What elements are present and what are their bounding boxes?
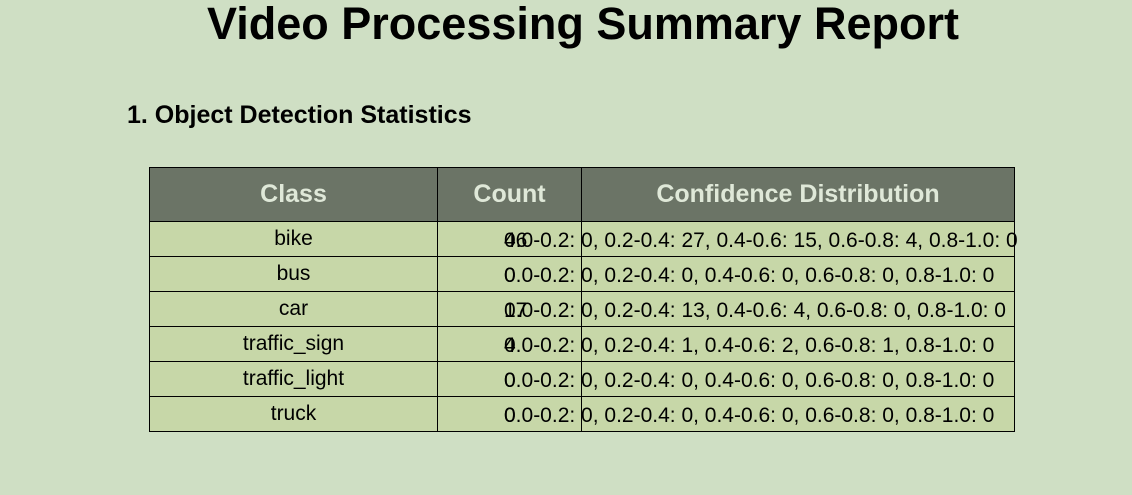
confidence-value: 0.0-0.2: 0, 0.2-0.4: 0, 0.4-0.6: 0, 0.6-… xyxy=(504,369,995,392)
count-value: 0 xyxy=(504,264,516,287)
table-row: traffic_sign 4 0.0-0.2: 0, 0.2-0.4: 1, 0… xyxy=(149,326,1015,362)
detection-statistics-table: Class Count Confidence Distribution bike… xyxy=(149,167,1018,432)
confidence-cell: 0.0-0.2: 0, 0.2-0.4: 13, 0.4-0.6: 4, 0.6… xyxy=(504,291,1015,327)
table-row: truck 0 0.0-0.2: 0, 0.2-0.4: 0, 0.4-0.6:… xyxy=(149,396,1015,432)
count-value: 4 xyxy=(504,334,516,357)
class-cell: traffic_light xyxy=(149,361,438,397)
confidence-value: 0.0-0.2: 0, 0.2-0.4: 1, 0.4-0.6: 2, 0.6-… xyxy=(504,334,995,357)
section-heading: 1. Object Detection Statistics xyxy=(127,101,472,129)
count-value: 0 xyxy=(504,369,516,392)
table-row: car 17 0.0-0.2: 0, 0.2-0.4: 13, 0.4-0.6:… xyxy=(149,291,1015,327)
table-row: traffic_light 0 0.0-0.2: 0, 0.2-0.4: 0, … xyxy=(149,361,1015,397)
confidence-value: 0.0-0.2: 0, 0.2-0.4: 0, 0.4-0.6: 0, 0.6-… xyxy=(504,264,995,287)
count-cell: 4 xyxy=(437,326,582,362)
table-header-row: Class Count Confidence Distribution xyxy=(149,167,1015,222)
class-cell: truck xyxy=(149,396,438,432)
confidence-cell: 0.0-0.2: 0, 0.2-0.4: 0, 0.4-0.6: 0, 0.6-… xyxy=(504,361,1015,397)
class-cell: car xyxy=(149,291,438,327)
count-cell: 0 xyxy=(437,361,582,397)
column-header-class: Class xyxy=(149,167,438,222)
table-row: bike 46 0.0-0.2: 0, 0.2-0.4: 27, 0.4-0.6… xyxy=(149,221,1018,257)
confidence-cell: 0.0-0.2: 0, 0.2-0.4: 0, 0.4-0.6: 0, 0.6-… xyxy=(504,256,1015,292)
report-title: Video Processing Summary Report xyxy=(207,0,959,49)
column-header-count: Count xyxy=(437,167,582,222)
confidence-cell: 0.0-0.2: 0, 0.2-0.4: 0, 0.4-0.6: 0, 0.6-… xyxy=(504,396,1015,432)
class-cell: traffic_sign xyxy=(149,326,438,362)
count-value: 17 xyxy=(504,299,528,322)
count-value: 46 xyxy=(504,229,528,252)
class-cell: bike xyxy=(149,221,438,257)
count-cell: 0 xyxy=(437,396,582,432)
confidence-cell: 0.0-0.2: 0, 0.2-0.4: 27, 0.4-0.6: 15, 0.… xyxy=(504,221,1018,257)
confidence-value: 0.0-0.2: 0, 0.2-0.4: 27, 0.4-0.6: 15, 0.… xyxy=(504,229,1018,252)
count-cell: 46 xyxy=(437,221,582,257)
column-header-confidence-distribution: Confidence Distribution xyxy=(581,167,1015,222)
count-value: 0 xyxy=(504,404,516,427)
confidence-cell: 0.0-0.2: 0, 0.2-0.4: 1, 0.4-0.6: 2, 0.6-… xyxy=(504,326,1015,362)
detection-table-wrapper: Class Count Confidence Distribution bike… xyxy=(149,167,1018,432)
count-cell: 17 xyxy=(437,291,582,327)
confidence-value: 0.0-0.2: 0, 0.2-0.4: 13, 0.4-0.6: 4, 0.6… xyxy=(504,299,1006,322)
table-row: bus 0 0.0-0.2: 0, 0.2-0.4: 0, 0.4-0.6: 0… xyxy=(149,256,1015,292)
confidence-value: 0.0-0.2: 0, 0.2-0.4: 0, 0.4-0.6: 0, 0.6-… xyxy=(504,404,995,427)
class-cell: bus xyxy=(149,256,438,292)
